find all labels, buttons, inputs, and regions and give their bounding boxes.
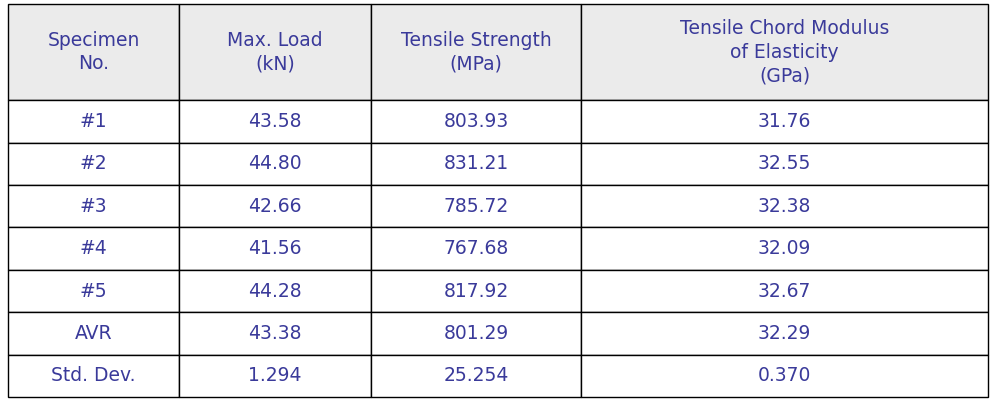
Text: Max. Load
(kN): Max. Load (kN) [227,31,323,73]
Bar [582,312,988,354]
Bar [179,312,371,354]
Bar [179,185,371,227]
Bar [371,227,582,270]
Bar [8,270,179,312]
Text: Tensile Strength
(MPa): Tensile Strength (MPa) [400,31,552,73]
Text: 32.38: 32.38 [758,197,812,216]
Text: 41.56: 41.56 [248,239,302,258]
Bar [371,143,582,185]
Bar [582,143,988,185]
Bar [8,312,179,354]
Text: 25.254: 25.254 [443,366,509,385]
Text: 801.29: 801.29 [443,324,509,343]
Bar [371,185,582,227]
Text: 767.68: 767.68 [443,239,509,258]
Text: 32.67: 32.67 [758,282,812,300]
Bar [582,354,988,397]
Bar [8,227,179,270]
Bar [8,100,179,143]
Text: 1.294: 1.294 [248,366,302,385]
Bar [371,354,582,397]
Text: 831.21: 831.21 [443,154,509,173]
Bar [179,143,371,185]
Text: 32.09: 32.09 [758,239,812,258]
Bar [371,312,582,354]
Text: 803.93: 803.93 [443,112,509,131]
Bar [371,4,582,100]
Text: 32.55: 32.55 [758,154,812,173]
Bar [179,354,371,397]
Text: #4: #4 [80,239,108,258]
Bar [8,143,179,185]
Text: 785.72: 785.72 [443,197,509,216]
Text: 43.38: 43.38 [248,324,302,343]
Bar [582,4,988,100]
Bar [582,270,988,312]
Text: 44.80: 44.80 [248,154,302,173]
Bar [8,4,179,100]
Text: Tensile Chord Modulus
of Elasticity
(GPa): Tensile Chord Modulus of Elasticity (GPa… [680,19,889,85]
Text: 43.58: 43.58 [248,112,302,131]
Bar [179,270,371,312]
Bar [371,100,582,143]
Text: #5: #5 [80,282,108,300]
Text: 31.76: 31.76 [758,112,812,131]
Bar [179,227,371,270]
Text: 44.28: 44.28 [248,282,302,300]
Text: 0.370: 0.370 [758,366,812,385]
Text: 817.92: 817.92 [443,282,509,300]
Text: #2: #2 [80,154,108,173]
Text: #3: #3 [80,197,108,216]
Bar [371,270,582,312]
Bar [582,227,988,270]
Bar [582,100,988,143]
Bar [582,185,988,227]
Text: AVR: AVR [75,324,113,343]
Text: Specimen
No.: Specimen No. [48,31,139,73]
Text: 32.29: 32.29 [758,324,812,343]
Text: 42.66: 42.66 [248,197,302,216]
Text: #1: #1 [80,112,108,131]
Bar [8,354,179,397]
Bar [8,185,179,227]
Text: Std. Dev.: Std. Dev. [52,366,136,385]
Bar [179,100,371,143]
Bar [179,4,371,100]
